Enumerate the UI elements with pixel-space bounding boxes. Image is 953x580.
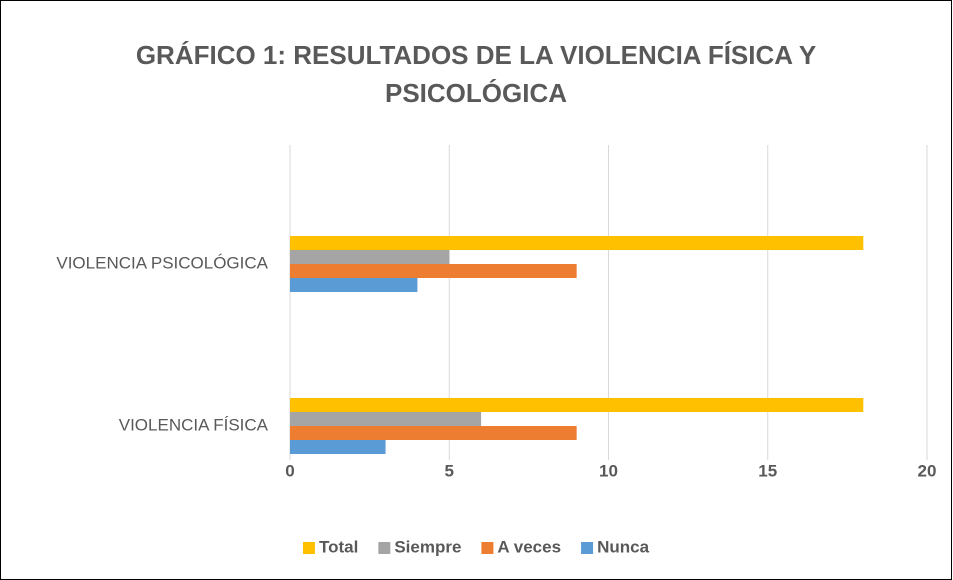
x-tick-label: 20 [918,461,937,480]
bar [290,264,577,278]
x-tick-label: 0 [285,461,294,480]
x-tick-label: 15 [758,461,777,480]
bar [290,236,864,250]
bar [290,278,418,292]
chart-title: GRÁFICO 1: RESULTADOS DE LA VIOLENCIA FÍ… [135,40,817,108]
legend-label: Nunca [597,537,650,556]
x-tick-label: 5 [445,461,454,480]
x-tick-label: 10 [599,461,618,480]
y-tick-label: VIOLENCIA PSICOLÓGICA [56,253,268,272]
bar [290,412,482,426]
legend-swatch [481,542,494,554]
legend-swatch [302,542,315,554]
bar [290,426,577,440]
bar [290,398,864,412]
legend-swatch [581,542,594,554]
legend-label: Siempre [394,537,461,556]
bar [290,440,386,454]
y-tick-label: VIOLENCIA FÍSICA [119,415,269,434]
legend-label: A veces [497,537,561,556]
legend-swatch [378,542,391,554]
bar [290,250,450,264]
legend-label: Total [319,537,358,556]
